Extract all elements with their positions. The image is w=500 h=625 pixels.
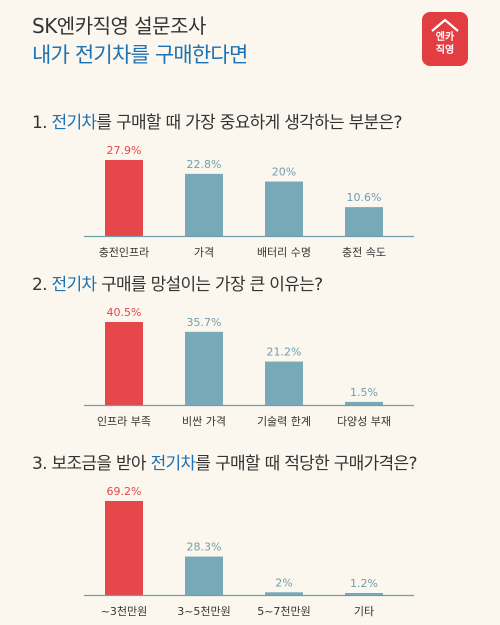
question-highlight: 전기차 bbox=[51, 275, 98, 295]
category-label-1: 충전인프라 bbox=[99, 246, 150, 258]
bar-3 bbox=[265, 592, 303, 595]
bar-4 bbox=[345, 401, 383, 405]
question-title-1: 1. 전기차를 구매할 때 가장 중요하게 생각하는 부분은? bbox=[32, 108, 403, 133]
question-highlight: 전기차 bbox=[51, 113, 98, 133]
brand-title: SK엔카직영 설문조사 bbox=[32, 14, 206, 38]
question-suffix: 구매를 망설이는 가장 큰 이유는? bbox=[96, 275, 323, 295]
bar-2 bbox=[185, 173, 223, 236]
category-label-3: 5~7천만원 bbox=[257, 604, 311, 618]
question-prefix: 2. bbox=[32, 275, 52, 295]
category-label-3: 기술력 한계 bbox=[257, 415, 311, 428]
bar-3 bbox=[265, 181, 303, 236]
value-label-1: 40.5% bbox=[107, 306, 142, 319]
question-title-2: 2. 전기차 구매를 망설이는 가장 큰 이유는? bbox=[32, 270, 323, 295]
value-label-1: 27.9% bbox=[107, 144, 142, 157]
value-label-4: 1.5% bbox=[350, 386, 378, 399]
bar-3 bbox=[265, 361, 303, 405]
value-label-3: 21.2% bbox=[267, 346, 302, 359]
value-label-3: 2% bbox=[275, 576, 292, 589]
category-label-2: 비싼 가격 bbox=[182, 415, 226, 428]
bar-1 bbox=[105, 160, 143, 236]
bar-2 bbox=[185, 331, 223, 405]
bar-1 bbox=[105, 322, 143, 405]
bar-4 bbox=[345, 593, 383, 595]
question-suffix: 를 구매할 때 가장 중요하게 생각하는 부분은? bbox=[96, 113, 402, 133]
question-section-2: 2. 전기차 구매를 망설이는 가장 큰 이유는? 40.5% 인프라 부족 35.… bbox=[0, 270, 500, 430]
bar-chart-3: 69.2% ~3천만원 28.3% 3~5천만원 2% 5~7천만원 1.2% 기타 bbox=[84, 485, 414, 618]
survey-headline: 내가 전기차를 구매한다면 bbox=[32, 43, 248, 67]
value-label-2: 28.3% bbox=[187, 541, 222, 554]
bar-4 bbox=[345, 207, 383, 236]
bar-chart-1: 27.9% 충전인프라 22.8% 가격 20% 배터리 수명 10.6% 충전 속도 bbox=[84, 144, 414, 258]
bar-1 bbox=[105, 501, 143, 595]
question-section-3: 3. 보조금을 받아 전기차를 구매할 때 적당한 구매가격은? 69.2% ~3… bbox=[0, 449, 500, 619]
category-label-2: 가격 bbox=[194, 246, 214, 258]
question-prefix: 1. bbox=[32, 113, 52, 133]
value-label-2: 22.8% bbox=[187, 158, 222, 171]
value-label-2: 35.7% bbox=[187, 316, 222, 329]
bar-2 bbox=[185, 556, 223, 595]
question-title-3: 3. 보조금을 받아 전기차를 구매할 때 적당한 구매가격은? bbox=[32, 449, 417, 474]
category-label-2: 3~5천만원 bbox=[177, 604, 231, 618]
question-suffix: 를 구매할 때 적당한 구매가격은? bbox=[195, 454, 417, 474]
category-label-1: 인프라 부족 bbox=[97, 415, 151, 428]
encar-logo: 엔카 직영 bbox=[422, 12, 468, 66]
value-label-4: 1.2% bbox=[350, 577, 378, 590]
logo-text-line1: 엔카 bbox=[435, 32, 455, 43]
house-roof-icon bbox=[431, 18, 459, 32]
value-label-4: 10.6% bbox=[347, 191, 382, 204]
question-section-1: 1. 전기차를 구매할 때 가장 중요하게 생각하는 부분은? 27.9% 충전인… bbox=[0, 108, 500, 258]
question-prefix: 3. 보조금을 받아 bbox=[32, 454, 151, 474]
category-label-4: 충전 속도 bbox=[342, 246, 386, 258]
bar-chart-2: 40.5% 인프라 부족 35.7% 비싼 가격 21.2% 기술력 한계 1.5% 다양성 … bbox=[84, 306, 414, 428]
header: SK엔카직영 설문조사 내가 전기차를 구매한다면 bbox=[32, 14, 248, 69]
category-label-3: 배터리 수명 bbox=[257, 246, 311, 258]
category-label-4: 기타 bbox=[354, 605, 374, 618]
category-label-4: 다양성 부재 bbox=[337, 415, 391, 428]
category-label-1: ~3천만원 bbox=[101, 604, 148, 618]
question-highlight: 전기차 bbox=[150, 454, 197, 474]
value-label-3: 20% bbox=[272, 166, 296, 179]
value-label-1: 69.2% bbox=[107, 485, 142, 498]
logo-text-line2: 직영 bbox=[435, 45, 455, 56]
